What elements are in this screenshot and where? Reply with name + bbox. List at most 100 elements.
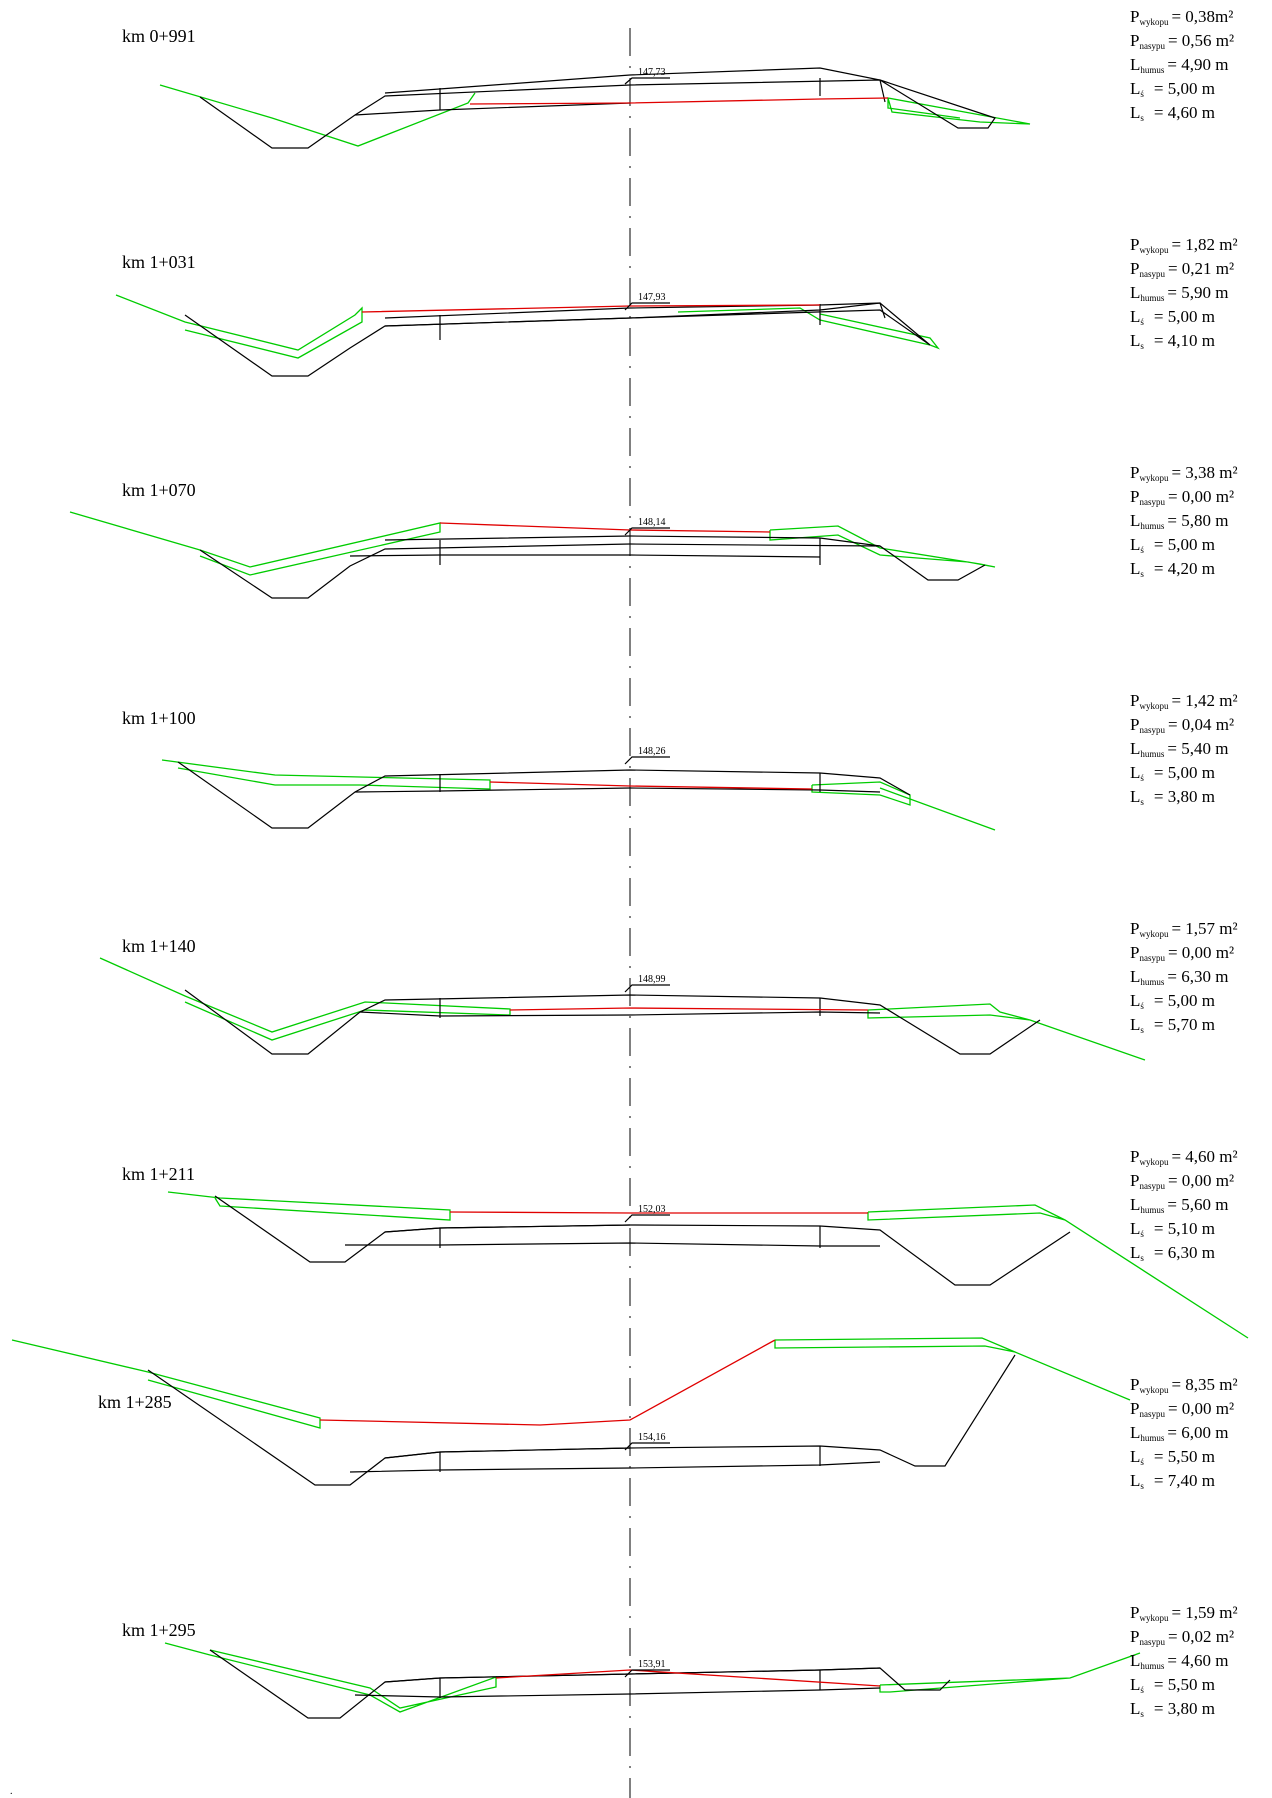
param-line: Ls = 3,80 m [1130, 1699, 1215, 1719]
section-8: km 1+295 153,91 Pwykopu = 1,59 m² Pnasypu… [122, 1603, 1238, 1719]
section-4-params: Pwykopu = 1,42 m² Pnasypu = 0,04 m² Lhumus… [1130, 691, 1238, 807]
param-line: Lhumus = 5,60 m [1130, 1195, 1228, 1215]
param-line: Pnasypu = 0,00 m² [1130, 943, 1234, 963]
section-7-road-top [384, 1447, 631, 1459]
section-4-elev-mark [624, 756, 670, 765]
section-1: km 0+991 147,73 Pwykopu = 0,38m² Pnasypu =… [122, 7, 1234, 149]
section-7-params: Pwykopu = 8,35 m² Pnasypu = 0,00 m² Lhumus… [1130, 1375, 1238, 1491]
section-4-elevation: 148,26 [638, 746, 666, 757]
section-3-road-top [384, 535, 881, 547]
section-3-elevation: 148,14 [638, 517, 666, 528]
section-2-cut [361, 304, 821, 313]
section-1-road-top [384, 67, 886, 103]
section-3-terrain [69, 511, 441, 576]
section-5-terrain [99, 957, 511, 1041]
section-4-km: km 1+100 [122, 708, 196, 728]
section-4-terrain-tail [879, 787, 996, 831]
section-7: km 1+285 154,16 Pwykopu = 8,35 m² Pnasypu… [11, 1337, 1238, 1491]
section-5-elev-mark [624, 984, 670, 993]
section-8-cut [495, 1669, 881, 1687]
section-8-terrain-right [879, 1652, 1141, 1693]
section-6-road-mid [345, 1242, 880, 1247]
section-4-terrain [161, 759, 491, 790]
param-line: Pnasypu = 0,00 m² [1130, 1399, 1234, 1419]
section-6-cut [449, 1211, 868, 1214]
section-2: km 1+031 147,93 Pwykopu = 1,82 m² Pnasypu… [115, 235, 1238, 377]
param-line: Pnasypu = 0,56 m² [1130, 31, 1234, 51]
small-dot: . [10, 1786, 13, 1797]
section-8-road-top [384, 1667, 881, 1683]
param-line: Pnasypu = 0,00 m² [1130, 1171, 1234, 1191]
param-line: Lhumus = 6,30 m [1130, 967, 1228, 987]
section-7-elev-mark [624, 1442, 670, 1451]
section-8-params: Pwykopu = 1,59 m² Pnasypu = 0,02 m² Lhumus… [1130, 1603, 1238, 1719]
param-line: Ls = 4,60 m [1130, 103, 1215, 123]
section-1-road [199, 79, 996, 149]
section-3-cut [439, 522, 771, 533]
section-6-road-top [384, 1224, 631, 1233]
param-line: Lhumus = 4,90 m [1130, 55, 1228, 75]
param-line: Pwykopu = 4,60 m² [1130, 1147, 1238, 1167]
section-2-terrain [115, 294, 363, 359]
section-5-cut [509, 1007, 869, 1011]
param-line: Ls = 6,30 m [1130, 1243, 1215, 1263]
param-line: Ls = 5,70 m [1130, 1015, 1215, 1035]
param-line: Lś = 5,00 m [1130, 307, 1215, 327]
section-5-terrain-right [867, 1003, 1146, 1061]
section-1-terrain [159, 84, 476, 147]
param-line: Lhumus = 6,00 m [1130, 1423, 1228, 1443]
section-8-elevation: 153,91 [638, 1659, 666, 1670]
param-line: Lhumus = 5,80 m [1130, 511, 1228, 531]
section-6-terrain [167, 1191, 451, 1221]
section-8-road-mid [354, 1687, 881, 1698]
section-5-elevation: 148,99 [638, 974, 666, 985]
section-6-params: Pwykopu = 4,60 m² Pnasypu = 0,00 m² Lhumus… [1130, 1147, 1238, 1263]
param-line: Ls = 3,80 m [1130, 787, 1215, 807]
section-2-km: km 1+031 [122, 252, 196, 272]
param-line: Lś = 5,00 m [1130, 79, 1215, 99]
section-4: km 1+100 148,26 Pwykopu = 1,42 m² Pnasypu… [122, 691, 1238, 831]
param-line: Pnasypu = 0,02 m² [1130, 1627, 1234, 1647]
section-8-elev-mark [624, 1669, 670, 1678]
param-line: Pwykopu = 3,38 m² [1130, 463, 1238, 483]
param-line: Lhumus = 5,40 m [1130, 739, 1228, 759]
section-1-elev-mark [624, 77, 670, 85]
section-1-terrain-right [887, 97, 1031, 125]
param-line: Lś = 5,50 m [1130, 1675, 1215, 1695]
param-line: Pnasypu = 0,00 m² [1130, 487, 1234, 507]
section-2-elevation: 147,93 [638, 292, 666, 303]
param-line: Lś = 5,10 m [1130, 1219, 1215, 1239]
section-4-terrain-right [811, 781, 911, 806]
section-7-cut [319, 1339, 776, 1426]
section-1-cut [469, 97, 889, 105]
section-3-terrain-right [769, 525, 996, 568]
param-line: Lś = 5,00 m [1130, 763, 1215, 783]
section-7-terrain-right [774, 1337, 1131, 1401]
param-line: Ls = 7,40 m [1130, 1471, 1215, 1491]
section-3-km: km 1+070 [122, 480, 196, 500]
param-line: Lś = 5,50 m [1130, 1447, 1215, 1467]
section-8-km: km 1+295 [122, 1620, 196, 1640]
section-3-elev-mark [624, 527, 670, 536]
param-line: Lś = 5,00 m [1130, 991, 1215, 1011]
section-2-elev-mark [624, 302, 670, 311]
param-line: Lhumus = 4,60 m [1130, 1651, 1228, 1671]
section-2-params: Pwykopu = 1,82 m² Pnasypu = 0,21 m² Lhumus… [1130, 235, 1238, 351]
param-line: Lś = 5,00 m [1130, 535, 1215, 555]
section-3: km 1+070 148,14 Pwykopu = 3,38 m² Pnasypu… [69, 463, 1238, 599]
section-7-road-mid [349, 1461, 881, 1473]
section-5-params: Pwykopu = 1,57 m² Pnasypu = 0,00 m² Lhumus… [1130, 919, 1238, 1035]
section-6-km: km 1+211 [122, 1164, 195, 1184]
section-7-road [147, 1354, 1016, 1486]
param-line: Ls = 4,20 m [1130, 559, 1215, 579]
section-5-road-mid [359, 1011, 881, 1017]
param-line: Pwykopu = 1,59 m² [1130, 1603, 1238, 1623]
section-6-terrain-right [867, 1204, 1249, 1339]
param-line: Pnasypu = 0,21 m² [1130, 259, 1234, 279]
section-4-cut [489, 781, 813, 790]
param-line: Lhumus = 5,90 m [1130, 283, 1228, 303]
param-line: Pnasypu = 0,04 m² [1130, 715, 1234, 735]
section-7-terrain [11, 1339, 321, 1429]
section-1-elevation: 147,73 [638, 67, 666, 78]
section-2-road [184, 302, 931, 377]
